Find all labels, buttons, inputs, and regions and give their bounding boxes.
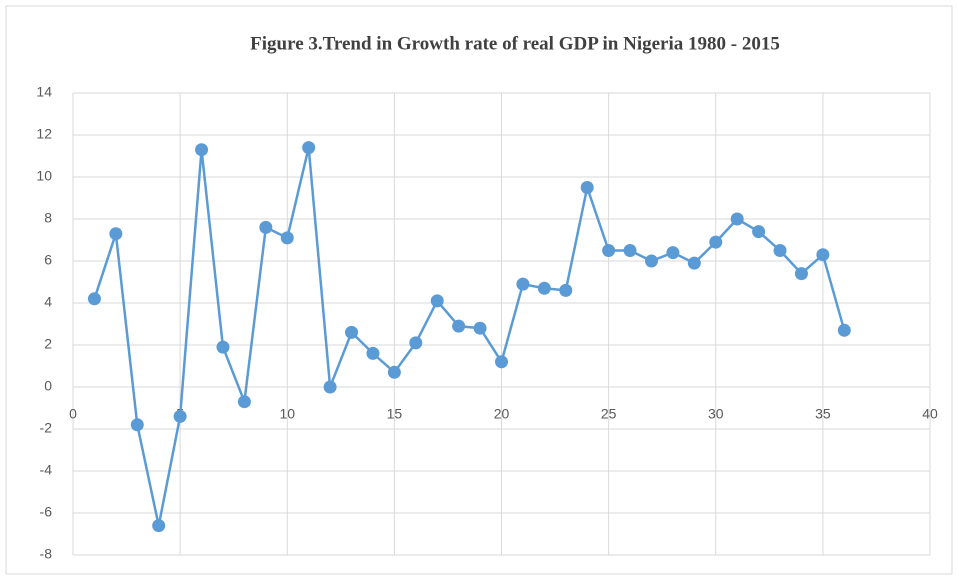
chart-border (5, 5, 953, 575)
data-point (152, 519, 166, 533)
data-point (345, 325, 359, 339)
y-tick-label: 12 (36, 126, 52, 142)
y-tick-label: -6 (40, 504, 53, 520)
x-tick-label: 10 (279, 406, 295, 422)
y-tick-label: 0 (44, 378, 52, 394)
data-point (623, 244, 637, 257)
x-tick-label: 40 (922, 406, 938, 422)
data-point (409, 336, 423, 350)
y-tick-label: 6 (44, 252, 52, 268)
data-point (473, 321, 487, 335)
data-point (559, 283, 573, 297)
data-point (644, 254, 658, 268)
data-point (130, 418, 144, 432)
y-tick-label: 14 (36, 84, 52, 100)
data-point (87, 292, 101, 306)
data-point (730, 212, 744, 226)
data-point (302, 141, 316, 155)
y-tick-label: 4 (44, 294, 52, 310)
data-point (280, 231, 294, 245)
data-point (837, 323, 851, 337)
data-point (259, 220, 273, 234)
data-point (794, 267, 808, 281)
data-point (430, 294, 444, 308)
data-point (666, 246, 680, 260)
data-point (773, 244, 787, 257)
y-tick-label: 2 (44, 336, 52, 352)
data-point (495, 355, 508, 369)
data-point (173, 409, 187, 423)
data-point (752, 225, 766, 239)
data-point (323, 380, 337, 394)
x-tick-label: 35 (815, 406, 831, 422)
data-point (216, 340, 230, 354)
y-tick-label: -8 (40, 546, 53, 562)
data-point (816, 248, 830, 262)
x-tick-label: 20 (494, 406, 510, 422)
x-tick-label: 25 (601, 406, 617, 422)
data-point (109, 227, 123, 241)
y-tick-label: 8 (44, 210, 52, 226)
data-point (516, 277, 530, 291)
data-point (195, 143, 209, 157)
data-point (602, 244, 616, 257)
x-tick-label: 15 (387, 406, 403, 422)
y-tick-label: -4 (40, 462, 53, 478)
data-point (237, 395, 251, 409)
chart-title: Figure 3.Trend in Growth rate of real GD… (250, 33, 780, 54)
data-point (537, 281, 551, 295)
data-point (366, 346, 380, 360)
x-tick-label: 30 (708, 406, 724, 422)
data-point (580, 181, 594, 194)
x-tick-label: 0 (69, 406, 77, 422)
data-point (709, 235, 723, 249)
y-tick-label: -2 (40, 420, 53, 436)
y-tick-label: 10 (36, 168, 52, 184)
data-point (387, 365, 401, 379)
data-point (687, 256, 701, 270)
data-point (452, 319, 466, 333)
